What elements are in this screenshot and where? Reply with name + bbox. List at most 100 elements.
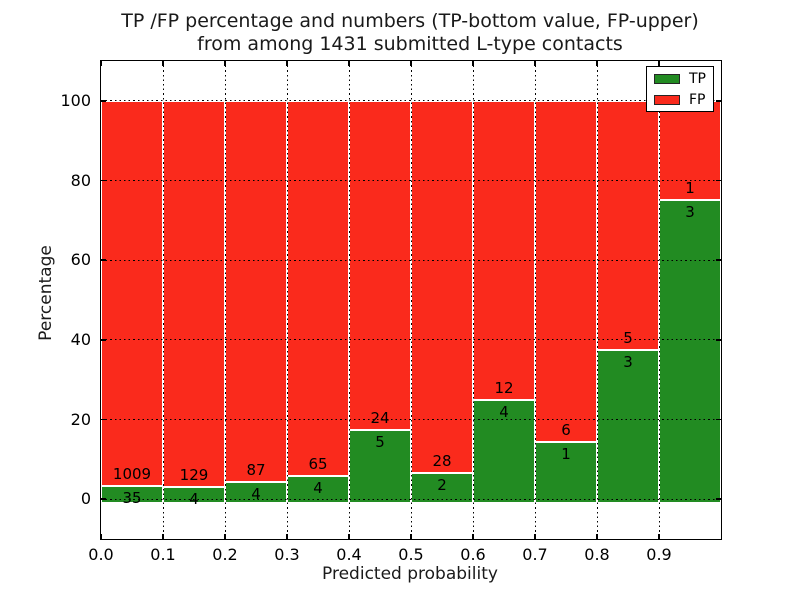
gridline-vertical xyxy=(348,61,350,539)
gridline-horizontal xyxy=(101,180,721,181)
x-tick-mark xyxy=(100,61,102,66)
gridline-vertical xyxy=(534,61,536,539)
y-tick-mark xyxy=(101,418,106,421)
bar-segment-fp xyxy=(597,100,659,350)
x-tick-mark xyxy=(162,61,164,66)
legend: TP FP xyxy=(646,66,714,112)
x-tick-mark xyxy=(596,61,598,66)
tp-count-label: 2 xyxy=(437,475,447,494)
y-tick-mark xyxy=(101,100,106,102)
y-tick-label: 80 xyxy=(70,170,91,190)
y-tick-mark xyxy=(101,498,106,500)
x-tick-label: 0.4 xyxy=(336,545,362,564)
bar-segment-fp xyxy=(659,100,721,201)
fp-count-label: 5 xyxy=(623,328,633,347)
y-tick-label: 40 xyxy=(70,329,91,349)
bar-segment-tp xyxy=(597,349,659,504)
gridline-horizontal xyxy=(101,498,721,500)
bar-segment-fp xyxy=(349,100,411,431)
x-tick-label: 0.3 xyxy=(274,545,300,564)
chart-title-line1: TP /FP percentage and numbers (TP-bottom… xyxy=(121,10,699,32)
chart-title-line2: from among 1431 submitted L-type contact… xyxy=(197,33,623,55)
gridline-horizontal xyxy=(101,100,721,102)
chart-title: TP /FP percentage and numbers (TP-bottom… xyxy=(100,10,720,56)
fp-count-label: 6 xyxy=(561,421,571,440)
x-tick-mark xyxy=(100,534,102,539)
bar-segment-tp xyxy=(349,430,411,504)
x-tick-mark xyxy=(286,534,288,539)
plot-area: 1009 35 129 4 87 4 65 4 24 5 28 2 12 4 6 1 5 3 1 3 0 20 40 60 80… xyxy=(60,60,722,564)
gridline-horizontal xyxy=(101,259,721,261)
x-tick-mark xyxy=(472,534,474,539)
fp-legend-swatch xyxy=(654,94,680,105)
bar-segment-tp xyxy=(473,399,535,504)
y-tick-label: 100 xyxy=(60,90,91,110)
x-tick-mark xyxy=(410,61,412,66)
x-tick-mark xyxy=(534,534,536,539)
y-tick-mark xyxy=(716,179,721,182)
fp-legend-label: FP xyxy=(689,91,706,108)
tp-count-label: 4 xyxy=(499,402,509,421)
fp-count-label: 28 xyxy=(432,451,452,470)
tp-count-label: 4 xyxy=(313,479,323,498)
fp-count-label: 87 xyxy=(246,460,266,479)
gridline-vertical xyxy=(286,61,288,539)
gridline-vertical xyxy=(410,61,412,539)
bar-segment-fp xyxy=(225,100,287,482)
y-tick-mark xyxy=(716,259,721,261)
bar-segment-tp xyxy=(535,442,597,504)
y-tick-mark xyxy=(716,418,721,421)
y-tick-mark xyxy=(101,179,106,182)
gridline-vertical xyxy=(472,61,474,539)
gridline-horizontal xyxy=(101,419,721,420)
fp-count-label: 12 xyxy=(494,378,514,397)
tp-count-label: 35 xyxy=(122,488,142,507)
x-tick-label: 0.1 xyxy=(150,545,176,564)
fp-count-label: 1 xyxy=(685,179,695,198)
gridline-vertical xyxy=(658,61,660,539)
x-tick-mark xyxy=(162,534,164,539)
x-tick-label: 0.2 xyxy=(212,545,238,564)
gridline-vertical xyxy=(224,61,226,539)
fp-count-label: 1009 xyxy=(112,464,152,483)
x-tick-label: 0.9 xyxy=(646,545,672,564)
bar-segment-tp xyxy=(411,472,473,504)
bar-segment-fp xyxy=(287,100,349,477)
y-tick-mark xyxy=(716,100,721,102)
x-tick-label: 0.0 xyxy=(88,545,114,564)
tp-count-label: 4 xyxy=(251,484,261,503)
y-tick-label: 20 xyxy=(70,409,91,429)
x-tick-mark xyxy=(286,61,288,66)
x-tick-mark xyxy=(410,534,412,539)
tp-count-label: 4 xyxy=(189,490,199,509)
gridline-horizontal xyxy=(101,339,721,341)
y-tick-label: 0 xyxy=(80,489,91,509)
tp-count-label: 5 xyxy=(375,433,385,452)
x-axis-label: Predicted probability xyxy=(322,564,498,584)
tp-legend-label: TP xyxy=(689,70,706,87)
x-tick-mark xyxy=(472,61,474,66)
bar-segment-fp xyxy=(473,100,535,400)
bar-segment-tp xyxy=(659,200,721,504)
x-tick-mark xyxy=(224,534,226,539)
gridline-vertical xyxy=(596,61,598,539)
tp-count-label: 1 xyxy=(561,445,571,464)
bar-segment-fp xyxy=(101,100,163,486)
y-tick-mark xyxy=(716,339,721,341)
x-tick-label: 0.6 xyxy=(460,545,486,564)
x-tick-mark xyxy=(658,61,660,66)
x-tick-mark xyxy=(348,534,350,539)
x-tick-mark xyxy=(534,61,536,66)
y-tick-mark xyxy=(716,498,721,500)
bar-segment-fp xyxy=(535,100,597,443)
fp-count-label: 24 xyxy=(370,409,390,428)
fp-count-label: 129 xyxy=(179,466,209,485)
y-tick-label: 60 xyxy=(70,250,91,270)
x-tick-mark xyxy=(348,61,350,66)
bar-segment-fp xyxy=(163,100,225,488)
x-tick-mark xyxy=(596,534,598,539)
legend-item-tp: TP xyxy=(647,68,713,89)
x-tick-label: 0.5 xyxy=(398,545,424,564)
x-tick-label: 0.8 xyxy=(584,545,610,564)
fp-count-label: 65 xyxy=(308,455,328,474)
